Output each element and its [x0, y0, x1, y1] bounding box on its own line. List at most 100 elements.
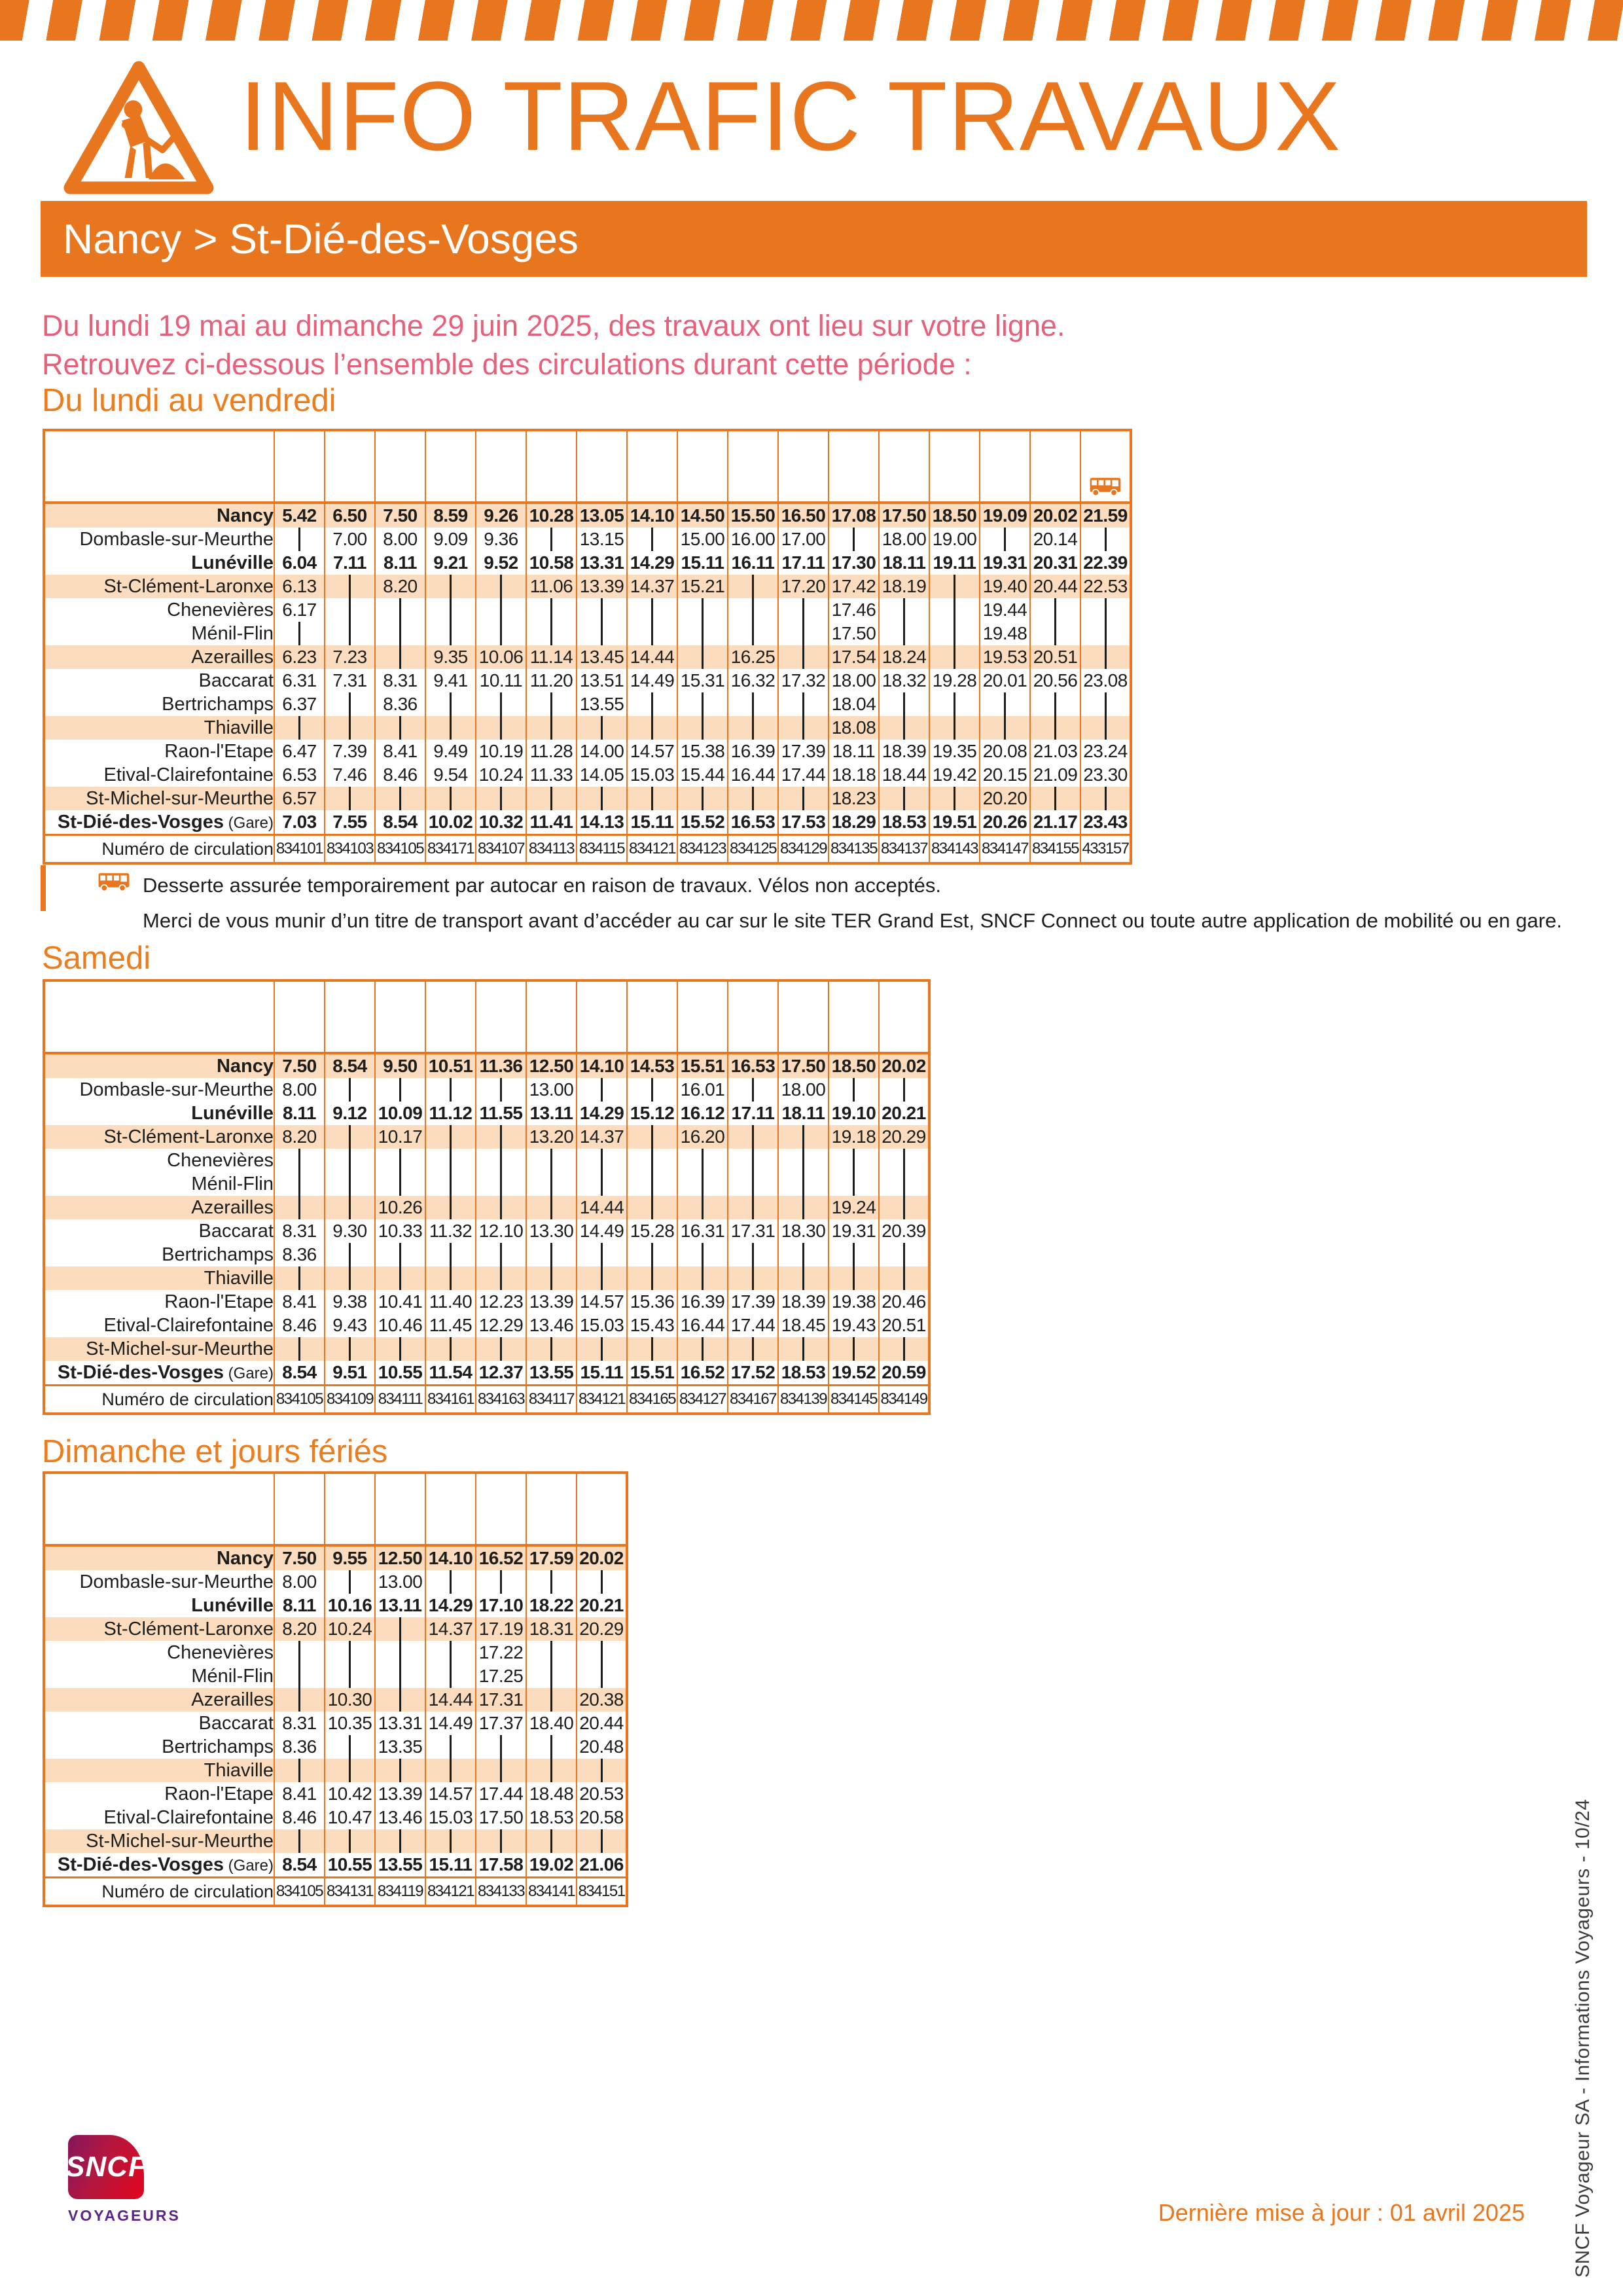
- circulation-number: 834139: [777, 1384, 829, 1414]
- pass-through-bar: [576, 1664, 628, 1688]
- timetable-sunday: Nancy 7.50 9.55 12.50 14.10 16.52 17.59 20.02 Do…: [43, 1471, 628, 1907]
- time-cell: 19.09: [979, 503, 1031, 528]
- time-cell: 10.42: [324, 1782, 376, 1806]
- circulation-number: 834107: [475, 834, 527, 863]
- time-cell: 11.54: [425, 1361, 476, 1386]
- time-cell: 16.25: [727, 645, 779, 669]
- pass-through-bar: [475, 1266, 527, 1290]
- time-cell: 20.39: [878, 1219, 930, 1243]
- pass-through-bar-line: [500, 1243, 502, 1266]
- time-cell: 17.59: [526, 1545, 577, 1570]
- pass-through-bar: [1029, 787, 1081, 810]
- pass-through-bar: [475, 1078, 527, 1102]
- header-cell: [828, 430, 880, 504]
- time-cell: 21.59: [1080, 503, 1132, 528]
- pass-through-bar-line: [550, 1172, 552, 1196]
- station-name: St-Clément-Laronxe: [44, 575, 274, 598]
- circulation-number: 834119: [374, 1876, 426, 1906]
- time-cell: 10.02: [425, 810, 476, 835]
- pass-through-bar: [324, 598, 376, 622]
- time-cell: 9.49: [425, 740, 476, 763]
- time-cell: 9.54: [425, 763, 476, 787]
- time-cell: 17.53: [777, 810, 829, 835]
- header-cell: [425, 1473, 476, 1547]
- header-cell: [425, 430, 476, 504]
- station-name: Thiaville: [44, 1759, 274, 1782]
- time-cell: 5.42: [274, 503, 325, 528]
- pass-through-bar: [526, 1570, 577, 1594]
- pass-through-bar: [727, 1196, 779, 1219]
- time-cell: 17.50: [475, 1806, 527, 1829]
- pass-through-bar-line: [399, 1172, 401, 1196]
- pass-through-bar-line: [702, 1172, 704, 1196]
- time-cell: 10.35: [324, 1712, 376, 1735]
- pass-through-bar: [576, 1243, 628, 1266]
- pass-through-bar: [727, 787, 779, 810]
- station-name: Nancy: [44, 1053, 274, 1078]
- pass-through-bar: [777, 787, 829, 810]
- time-cell: 22.39: [1080, 551, 1132, 575]
- pass-through-bar-line: [550, 1570, 552, 1594]
- pass-through-bar-line: [651, 1078, 653, 1102]
- pass-through-bar-line: [853, 1266, 855, 1290]
- pass-through-bar: [677, 1172, 728, 1196]
- station-name-suffix: (Gare): [223, 1856, 274, 1874]
- time-cell: 6.31: [274, 669, 325, 692]
- time-cell: 15.31: [677, 669, 728, 692]
- time-cell: 18.50: [929, 503, 980, 528]
- pass-through-bar-line: [601, 1149, 603, 1172]
- pass-through-bar: [425, 1196, 476, 1219]
- time-cell: 8.31: [274, 1712, 325, 1735]
- time-cell: 14.05: [576, 763, 628, 787]
- time-cell: 13.11: [526, 1102, 577, 1125]
- time-cell: 11.55: [475, 1102, 527, 1125]
- header-cell: [374, 430, 426, 504]
- pass-through-bar-line: [500, 622, 502, 645]
- time-cell: 16.39: [727, 740, 779, 763]
- pass-through-bar: [324, 1664, 376, 1688]
- pass-through-bar-line: [399, 598, 401, 622]
- time-cell: 8.54: [374, 810, 426, 835]
- time-cell: 10.06: [475, 645, 527, 669]
- time-cell: 20.02: [576, 1545, 628, 1570]
- header-cell: [1029, 430, 1081, 504]
- time-cell: 14.57: [425, 1782, 476, 1806]
- pass-through-bar-line: [1104, 598, 1107, 622]
- header-cell: [626, 430, 678, 504]
- pass-through-bar: [626, 1196, 678, 1219]
- pass-through-bar-line: [651, 622, 653, 645]
- pass-through-bar-line: [450, 787, 452, 810]
- time-cell: 13.00: [526, 1078, 577, 1102]
- time-cell: 21.09: [1029, 763, 1081, 787]
- time-cell: 13.35: [374, 1735, 426, 1759]
- pass-through-bar: [1080, 645, 1132, 669]
- time-cell: 10.51: [425, 1053, 476, 1078]
- pass-through-bar: [777, 1243, 829, 1266]
- pass-through-bar: [878, 692, 930, 716]
- pass-through-bar: [777, 1172, 829, 1196]
- time-cell: 11.12: [425, 1102, 476, 1125]
- pass-through-bar-line: [752, 1078, 754, 1102]
- header-cell: [828, 980, 880, 1054]
- pass-through-bar-line: [399, 1266, 401, 1290]
- pass-through-bar: [475, 716, 527, 740]
- pass-through-bar-line: [600, 1641, 603, 1664]
- pass-through-bar: [1080, 692, 1132, 716]
- pass-through-bar-line: [651, 1196, 653, 1219]
- pass-through-bar-line: [298, 1641, 300, 1664]
- pass-through-bar: [526, 622, 577, 645]
- station-name: Ménil-Flin: [191, 1665, 274, 1687]
- pass-through-bar-line: [802, 1196, 804, 1219]
- legend: Desserte assurée temporairement par auto…: [97, 868, 1562, 939]
- pass-through-bar: [576, 1759, 628, 1782]
- time-cell: 16.00: [727, 528, 779, 551]
- pass-through-bar: [526, 1641, 577, 1664]
- time-cell: 10.16: [324, 1594, 376, 1617]
- pass-through-bar-line: [550, 1337, 552, 1361]
- circulation-number: 834147: [979, 834, 1031, 863]
- time-cell: 18.53: [878, 810, 930, 835]
- time-cell: 11.40: [425, 1290, 476, 1314]
- time-cell: 14.57: [626, 740, 678, 763]
- pass-through-bar-line: [500, 716, 502, 740]
- header-cell: [526, 980, 577, 1054]
